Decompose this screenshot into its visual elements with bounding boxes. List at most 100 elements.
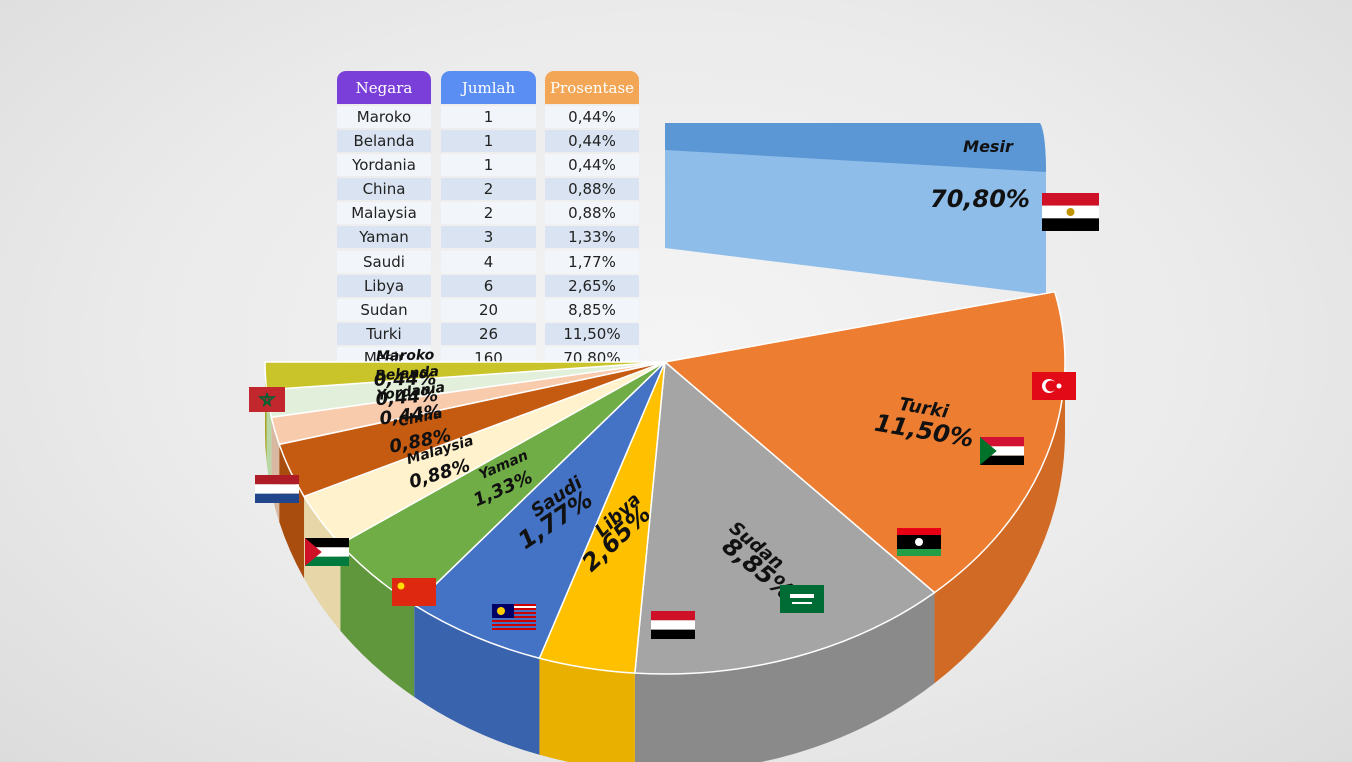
flag-bg xyxy=(249,387,285,412)
flag-script xyxy=(790,594,814,598)
table-row: Libya 6 2,65% xyxy=(337,274,639,298)
label-belanda-value: 0,44% xyxy=(375,385,439,411)
cell-count: 1 xyxy=(441,130,536,153)
flag-emblem xyxy=(1066,208,1075,216)
slice-mesir-edge xyxy=(665,123,1046,172)
flag-china-icon xyxy=(392,578,436,606)
flag-stripe xyxy=(492,620,536,622)
cell-country: Libya xyxy=(337,274,431,297)
cell-percent: 0,88% xyxy=(545,202,639,225)
flag-star xyxy=(1056,383,1062,389)
flag-egypt-icon xyxy=(1042,193,1099,231)
cell-percent: 0,88% xyxy=(545,178,639,201)
flag-triangle xyxy=(980,437,997,465)
flag-crescent xyxy=(915,538,923,546)
cell-country: Yordania xyxy=(337,154,431,177)
flag-sudan-icon xyxy=(980,437,1024,465)
flag-stripe xyxy=(651,629,695,639)
table-row: Yordania 1 0,44% xyxy=(337,153,639,177)
cell-country: Belanda xyxy=(337,130,431,153)
cell-country: China xyxy=(337,178,431,201)
slice-side-turki xyxy=(934,362,1065,684)
flag-libya-icon xyxy=(897,528,941,556)
label-maroko-value: 0,44% xyxy=(374,368,437,391)
flag-stripe xyxy=(980,455,1024,465)
flag-crescent xyxy=(497,607,505,615)
table-row: Saudi 4 1,77% xyxy=(337,250,639,274)
table-body: Maroko 1 0,44% Belanda 1 0,44% Yordania 1 0,44% C… xyxy=(337,105,639,370)
flag-stripe xyxy=(255,475,299,485)
cell-percent: 0,44% xyxy=(545,154,639,177)
flag-stripe xyxy=(980,446,1024,456)
slice-side-yaman xyxy=(340,544,415,697)
table-row: China 2 0,88% xyxy=(337,177,639,201)
cell-percent: 11,50% xyxy=(545,322,639,345)
flag-stripe xyxy=(897,528,941,535)
flag-stripe xyxy=(1042,193,1099,206)
flag-star xyxy=(397,582,405,590)
cell-percent: 8,85% xyxy=(545,298,639,321)
flag-stripe xyxy=(255,484,299,494)
flag-saudi-icon xyxy=(780,585,824,613)
header-jumlah: Jumlah xyxy=(441,71,536,104)
table-row: Turki 26 11,50% xyxy=(337,322,639,346)
cell-count: 4 xyxy=(441,250,536,273)
table-row: Sudan 20 8,85% xyxy=(337,298,639,322)
header-negara: Negara xyxy=(337,71,431,104)
flag-stripe xyxy=(305,547,349,557)
flag-stripe xyxy=(651,611,695,621)
cell-percent: 1,33% xyxy=(545,226,639,249)
cell-country: Malaysia xyxy=(337,202,431,225)
flag-stripe xyxy=(651,620,695,630)
flag-stripe xyxy=(305,556,349,566)
flag-yemen-icon xyxy=(651,611,695,639)
label-belanda-name: Belanda xyxy=(375,364,440,385)
cell-count: 1 xyxy=(441,154,536,177)
table-row: Maroko 1 0,44% xyxy=(337,105,639,129)
slice-side-libya xyxy=(539,658,635,762)
cell-count: 6 xyxy=(441,274,536,297)
flag-netherlands-icon xyxy=(255,475,299,503)
flag-turkey-icon xyxy=(1032,372,1076,400)
cell-count: 1 xyxy=(441,106,536,128)
flag-sword xyxy=(792,602,812,604)
flag-stripe xyxy=(980,437,1024,447)
cell-count: 3 xyxy=(441,226,536,249)
label-maroko-name: Maroko xyxy=(376,347,435,364)
flag-malaysia-icon xyxy=(492,604,536,630)
cell-count: 2 xyxy=(441,178,536,201)
flag-jordan-icon xyxy=(305,538,349,566)
cell-percent: 0,44% xyxy=(545,130,639,153)
flag-stripe xyxy=(255,493,299,503)
cell-country: Maroko xyxy=(337,106,431,128)
flag-morocco-icon xyxy=(249,387,285,412)
slice-side-saudi xyxy=(414,605,540,755)
flag-star xyxy=(257,392,277,407)
flag-stripe xyxy=(492,624,536,626)
header-prosentase: Prosentase xyxy=(545,71,639,104)
slice-turki xyxy=(663,290,1066,594)
table-row: Malaysia 2 0,88% xyxy=(337,201,639,225)
table-row: Yaman 3 1,33% xyxy=(337,225,639,249)
flag-bg xyxy=(392,578,436,606)
flag-stripe xyxy=(1042,218,1099,231)
cell-count: 20 xyxy=(441,298,536,321)
flag-stripe xyxy=(492,628,536,630)
slice-mesir xyxy=(665,123,1046,295)
cell-percent: 1,77% xyxy=(545,250,639,273)
cell-country: Turki xyxy=(337,322,431,345)
cell-count: 26 xyxy=(441,322,536,345)
cell-percent: 2,65% xyxy=(545,274,639,297)
label-mesir-value: 70,80% xyxy=(930,185,1030,213)
label-mesir-name: Mesir xyxy=(963,137,1014,156)
flag-bg xyxy=(780,585,824,613)
flag-triangle xyxy=(305,538,322,566)
cell-country: Saudi xyxy=(337,250,431,273)
slice-saudi xyxy=(412,361,666,660)
cell-country: Yaman xyxy=(337,226,431,249)
slice-sudan xyxy=(634,360,936,675)
cell-count: 2 xyxy=(441,202,536,225)
flag-crescent-cut xyxy=(1045,380,1057,392)
cell-percent: 0,44% xyxy=(545,106,639,128)
